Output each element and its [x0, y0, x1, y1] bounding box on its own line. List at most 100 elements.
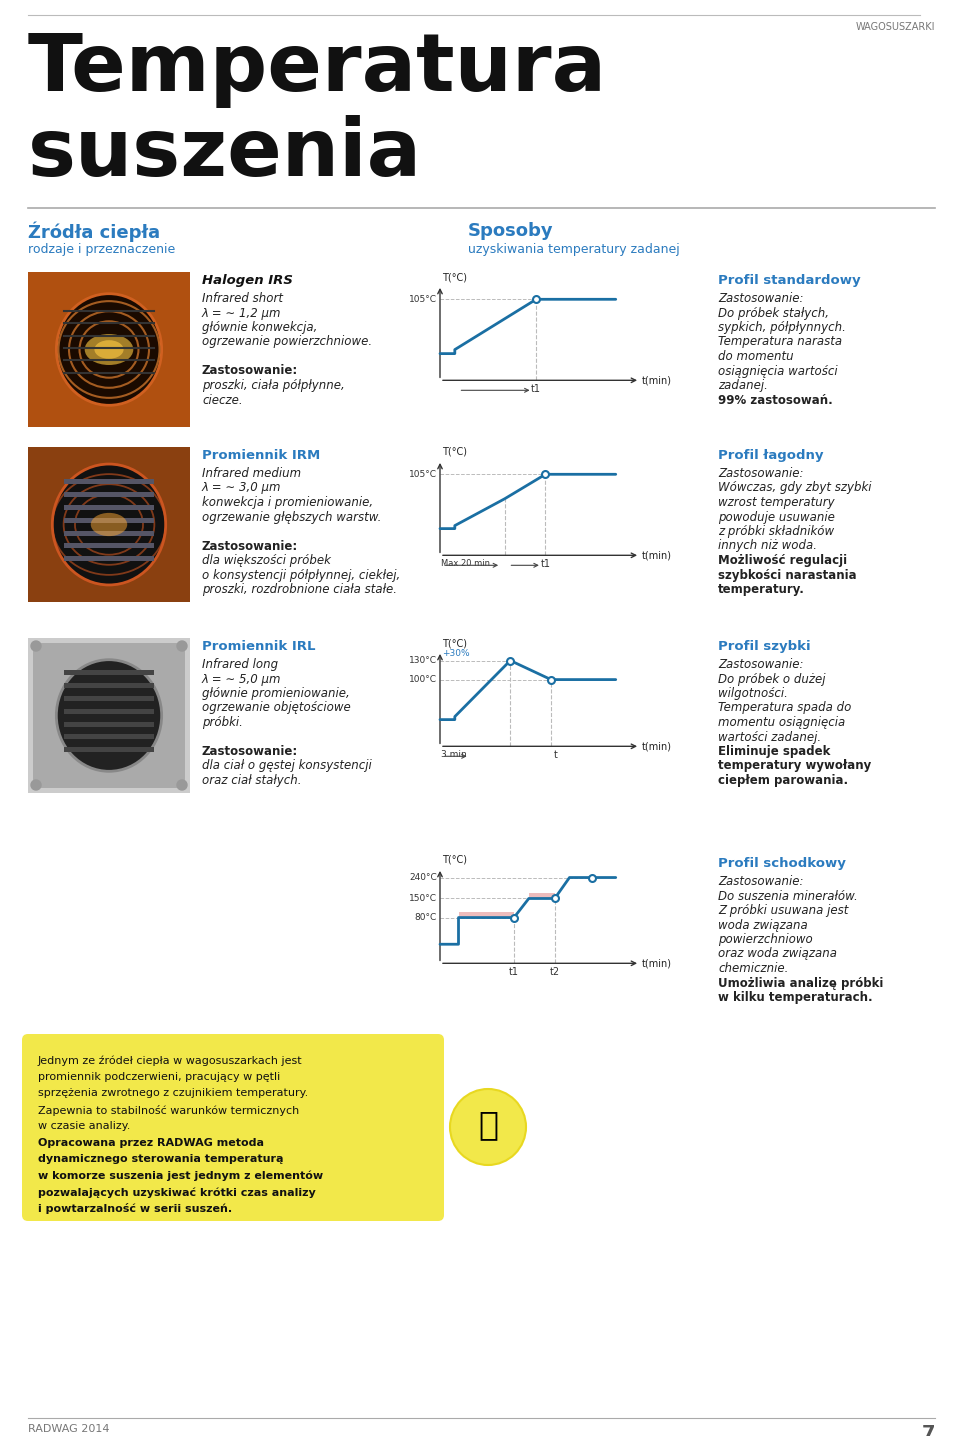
Text: dynamicznego sterowania temperaturą: dynamicznego sterowania temperaturą	[38, 1155, 283, 1165]
Text: Zastosowanie:: Zastosowanie:	[202, 540, 299, 553]
Text: Do próbek o dużej: Do próbek o dużej	[718, 672, 826, 685]
Text: Infrared medium: Infrared medium	[202, 467, 301, 480]
FancyBboxPatch shape	[459, 912, 514, 918]
Text: Infrared short: Infrared short	[202, 292, 283, 304]
Circle shape	[177, 640, 187, 651]
FancyBboxPatch shape	[22, 1034, 444, 1221]
Ellipse shape	[84, 335, 133, 365]
Text: Profil łagodny: Profil łagodny	[718, 449, 824, 462]
Text: 150°C: 150°C	[409, 895, 437, 903]
Text: do momentu: do momentu	[718, 350, 794, 363]
Text: głównie promieniowanie,: głównie promieniowanie,	[202, 686, 349, 699]
Text: Umożliwia analizę próbki: Umożliwia analizę próbki	[718, 976, 883, 989]
Text: dla ciał o gęstej konsystencji: dla ciał o gęstej konsystencji	[202, 760, 372, 773]
FancyBboxPatch shape	[28, 638, 190, 793]
Text: Zastosowanie:: Zastosowanie:	[202, 745, 299, 758]
Text: innych niż woda.: innych niż woda.	[718, 540, 817, 553]
Text: Infrared long: Infrared long	[202, 658, 278, 671]
Ellipse shape	[52, 464, 166, 584]
Text: T(°C): T(°C)	[442, 447, 467, 457]
Text: t: t	[554, 750, 558, 760]
FancyBboxPatch shape	[63, 505, 155, 510]
Text: Do próbek stałych,: Do próbek stałych,	[718, 306, 829, 319]
Circle shape	[450, 1088, 526, 1165]
Circle shape	[177, 780, 187, 790]
Text: oraz woda związana: oraz woda związana	[718, 948, 837, 961]
Text: t(min): t(min)	[642, 741, 672, 751]
FancyBboxPatch shape	[28, 447, 190, 602]
FancyBboxPatch shape	[63, 721, 155, 727]
Text: WAGOSUSZARKI: WAGOSUSZARKI	[855, 22, 935, 32]
Text: Sposoby: Sposoby	[468, 223, 554, 240]
Text: z próbki składników: z próbki składników	[718, 526, 834, 538]
Text: ciepłem parowania.: ciepłem parowania.	[718, 774, 848, 787]
Text: pozwalających uzyskiwać krótki czas analizy: pozwalających uzyskiwać krótki czas anal…	[38, 1188, 316, 1198]
FancyBboxPatch shape	[63, 696, 155, 701]
Text: Źródła ciepła: Źródła ciepła	[28, 223, 160, 243]
Text: momentu osiągnięcia: momentu osiągnięcia	[718, 717, 845, 729]
Text: Profil schodkowy: Profil schodkowy	[718, 857, 846, 870]
Circle shape	[31, 640, 41, 651]
FancyBboxPatch shape	[63, 530, 155, 536]
Text: sprzężenia zwrotnego z czujnikiem temperatury.: sprzężenia zwrotnego z czujnikiem temper…	[38, 1088, 308, 1099]
Text: Opracowana przez RADWAG metoda: Opracowana przez RADWAG metoda	[38, 1137, 264, 1147]
Text: Zastosowanie:: Zastosowanie:	[202, 365, 299, 378]
Text: rodzaje i przeznaczenie: rodzaje i przeznaczenie	[28, 243, 176, 256]
FancyBboxPatch shape	[63, 493, 155, 497]
Text: powierzchniowo: powierzchniowo	[718, 933, 813, 946]
Text: λ = ∼ 1,2 μm: λ = ∼ 1,2 μm	[202, 306, 281, 319]
Text: ogrzewanie powierzchniowe.: ogrzewanie powierzchniowe.	[202, 336, 372, 349]
Circle shape	[31, 780, 41, 790]
Text: w kilku temperaturach.: w kilku temperaturach.	[718, 991, 873, 1004]
Text: Zapewnia to stabilność warunków termicznych: Zapewnia to stabilność warunków termiczn…	[38, 1104, 300, 1116]
Text: 3 min: 3 min	[441, 750, 467, 760]
Text: i powtarzalność w serii suszeń.: i powtarzalność w serii suszeń.	[38, 1203, 232, 1215]
FancyBboxPatch shape	[63, 684, 155, 688]
Text: t(min): t(min)	[642, 550, 672, 560]
Text: proszki, ciała półpłynne,: proszki, ciała półpłynne,	[202, 379, 345, 392]
Text: t1: t1	[509, 968, 519, 978]
Text: Do suszenia minerałów.: Do suszenia minerałów.	[718, 889, 857, 902]
Text: 7: 7	[922, 1425, 935, 1436]
Text: temperatury.: temperatury.	[718, 583, 804, 596]
FancyBboxPatch shape	[63, 518, 155, 523]
Text: RADWAG 2014: RADWAG 2014	[28, 1425, 109, 1435]
Text: chemicznie.: chemicznie.	[718, 962, 788, 975]
Text: woda związana: woda związana	[718, 919, 807, 932]
Text: t(min): t(min)	[642, 375, 672, 385]
Text: ogrzewanie głębszych warstw.: ogrzewanie głębszych warstw.	[202, 511, 381, 524]
Text: 💡: 💡	[478, 1109, 498, 1142]
Text: Zastosowanie:: Zastosowanie:	[718, 658, 804, 671]
Text: Temperatura spada do: Temperatura spada do	[718, 702, 852, 715]
Text: wzrost temperatury: wzrost temperatury	[718, 495, 834, 508]
Text: promiennik podczerwieni, pracujący w pętli: promiennik podczerwieni, pracujący w pęt…	[38, 1071, 280, 1081]
Text: t2: t2	[550, 968, 560, 978]
Text: Zastosowanie:: Zastosowanie:	[718, 467, 804, 480]
Text: +30%: +30%	[442, 649, 469, 658]
Text: proszki, rozdrobnione ciała stałe.: proszki, rozdrobnione ciała stałe.	[202, 583, 397, 596]
Text: wilgotności.: wilgotności.	[718, 686, 788, 699]
Text: t1: t1	[540, 559, 550, 569]
FancyBboxPatch shape	[63, 734, 155, 740]
Text: 99% zastosowań.: 99% zastosowań.	[718, 393, 832, 406]
Ellipse shape	[57, 294, 161, 405]
Text: Max 20 min: Max 20 min	[441, 559, 490, 569]
Text: Wówczas, gdy zbyt szybki: Wówczas, gdy zbyt szybki	[718, 481, 872, 494]
FancyBboxPatch shape	[28, 271, 190, 426]
Text: Jednym ze źródeł ciepła w wagosuszarkach jest: Jednym ze źródeł ciepła w wagosuszarkach…	[38, 1055, 302, 1066]
Text: sypkich, półpłynnych.: sypkich, półpłynnych.	[718, 322, 846, 335]
Text: osiągnięcia wartości: osiągnięcia wartości	[718, 365, 838, 378]
Ellipse shape	[94, 340, 124, 359]
FancyBboxPatch shape	[63, 480, 155, 484]
Text: ogrzewanie objętościowe: ogrzewanie objętościowe	[202, 702, 350, 715]
Text: T(°C): T(°C)	[442, 271, 467, 281]
Text: w czasie analizy.: w czasie analizy.	[38, 1122, 131, 1132]
Text: uzyskiwania temperatury zadanej: uzyskiwania temperatury zadanej	[468, 243, 680, 256]
Text: o konsystencji półpłynnej, ciekłej,: o konsystencji półpłynnej, ciekłej,	[202, 569, 400, 582]
Text: szybkości narastania: szybkości narastania	[718, 569, 856, 582]
Text: Halogen IRS: Halogen IRS	[202, 274, 293, 287]
Text: 105°C: 105°C	[409, 470, 437, 478]
Text: 105°C: 105°C	[409, 294, 437, 304]
Text: Promiennik IRM: Promiennik IRM	[202, 449, 321, 462]
Text: próbki.: próbki.	[202, 717, 243, 729]
